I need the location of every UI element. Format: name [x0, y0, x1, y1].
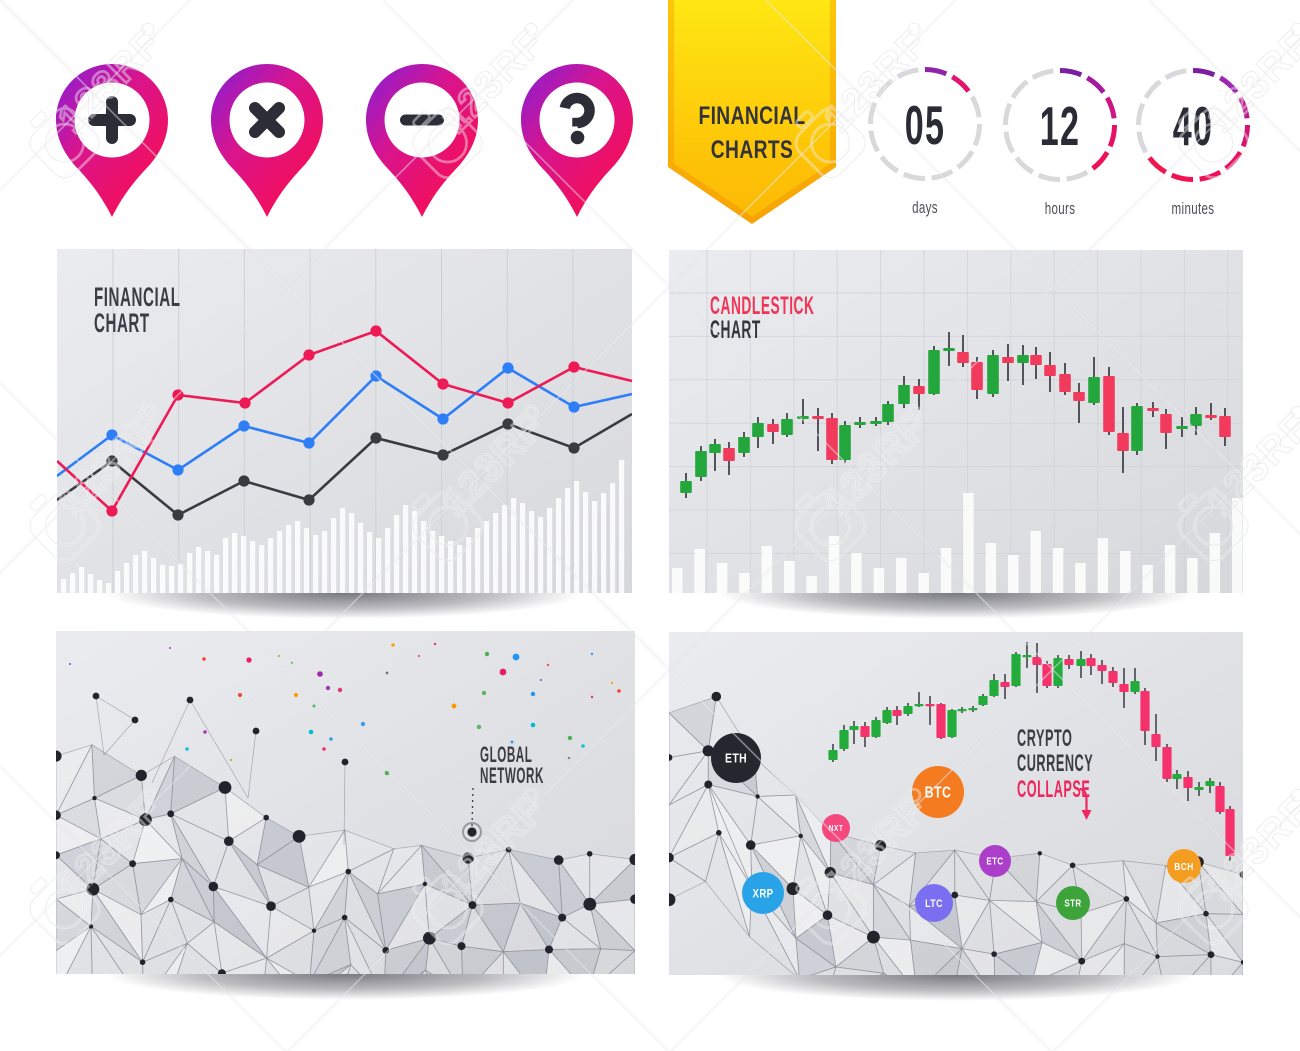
svg-text:123RF: 123RF [50, 404, 170, 524]
svg-text:COLLAPSE: COLLAPSE [1017, 777, 1090, 803]
svg-text:CURRENCY: CURRENCY [1017, 751, 1093, 777]
svg-text:CHARTS: CHARTS [711, 136, 793, 164]
svg-text:CHART: CHART [94, 307, 150, 338]
svg-text:minutes: minutes [1172, 200, 1215, 219]
svg-text:123RF: 123RF [1199, 404, 1300, 524]
svg-text:123RF: 123RF [816, 404, 936, 524]
svg-text:CANDLESTICK: CANDLESTICK [710, 293, 814, 320]
svg-text:LTC: LTC [925, 898, 943, 910]
svg-text:40: 40 [1173, 96, 1213, 157]
svg-text:123RF: 123RF [433, 787, 553, 907]
svg-text:123RF: 123RF [816, 21, 936, 141]
svg-text:XRP: XRP [753, 887, 774, 900]
svg-text:NETWORK: NETWORK [480, 763, 544, 788]
svg-text:123RF: 123RF [433, 404, 553, 524]
svg-text:FINANCIAL: FINANCIAL [698, 102, 805, 130]
svg-text:05: 05 [905, 95, 945, 156]
svg-text:BCH: BCH [1174, 861, 1193, 873]
svg-text:BTC: BTC [925, 783, 952, 801]
svg-text:123RF: 123RF [1199, 21, 1300, 141]
svg-text:CRYPTO: CRYPTO [1017, 726, 1072, 752]
svg-text:123RF: 123RF [50, 787, 170, 907]
svg-text:GLOBAL: GLOBAL [480, 742, 532, 767]
svg-text:123RF: 123RF [1199, 787, 1300, 907]
svg-text:123RF: 123RF [433, 21, 553, 141]
svg-text:123RF: 123RF [816, 787, 936, 907]
svg-text:days: days [912, 199, 938, 218]
svg-text:12: 12 [1040, 96, 1080, 157]
svg-text:ETH: ETH [725, 752, 747, 766]
svg-text:123RF: 123RF [50, 21, 170, 141]
svg-text:STR: STR [1064, 898, 1081, 909]
svg-text:CHART: CHART [710, 317, 761, 344]
svg-text:FINANCIAL: FINANCIAL [94, 281, 180, 312]
svg-text:NXT: NXT [829, 823, 844, 833]
svg-text:hours: hours [1045, 200, 1076, 219]
svg-text:ETC: ETC [986, 856, 1003, 867]
